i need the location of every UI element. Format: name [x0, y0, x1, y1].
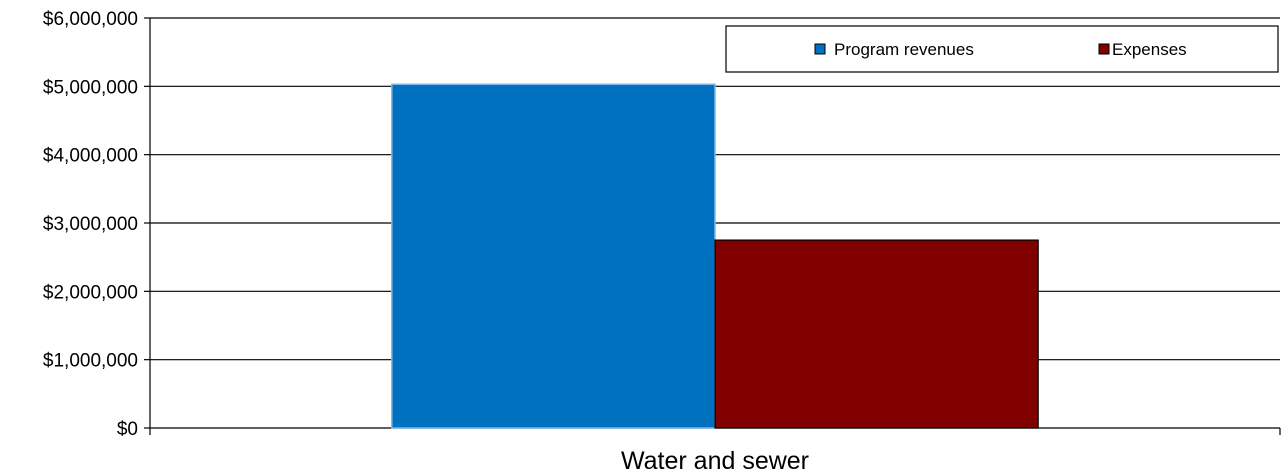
y-tick-label: $4,000,000	[43, 146, 138, 167]
y-tick-label: $5,000,000	[43, 77, 138, 98]
bar-program-revenues	[391, 83, 716, 429]
x-category-label: Water and sewer	[621, 447, 809, 474]
legend-swatch	[1098, 43, 1110, 55]
bar-expenses	[714, 239, 1039, 429]
legend: Program revenues Expenses	[725, 25, 1279, 73]
y-tick-label: $3,000,000	[43, 214, 138, 235]
bars	[391, 83, 1039, 429]
axes: $0 $1,000,000 $2,000,000 $3,000,000 $4,000,0…	[43, 9, 1281, 474]
legend-swatch	[814, 43, 826, 55]
legend-label: Expenses	[1112, 40, 1187, 59]
y-tick-label: $1,000,000	[43, 351, 138, 372]
y-tick-label: $2,000,000	[43, 282, 138, 303]
y-tick-label: $6,000,000	[43, 9, 138, 30]
legend-box	[725, 25, 1279, 73]
legend-label: Program revenues	[834, 40, 974, 59]
y-tick-label: $0	[117, 419, 138, 440]
